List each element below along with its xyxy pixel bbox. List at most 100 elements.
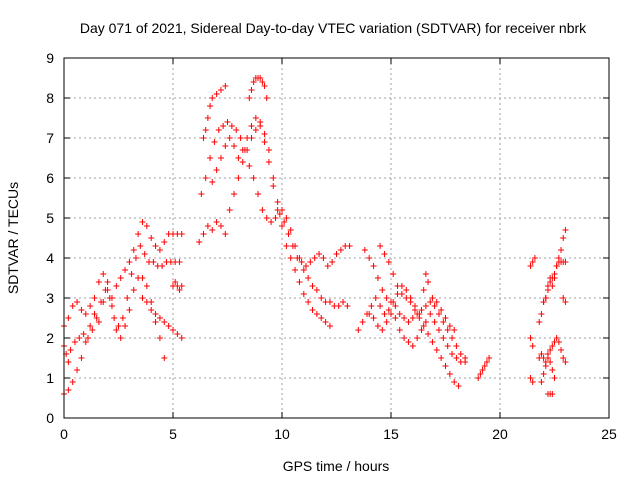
data-point	[222, 231, 229, 237]
data-point	[213, 167, 220, 173]
data-point	[540, 299, 547, 305]
data-point	[211, 139, 218, 145]
data-point	[379, 327, 386, 333]
series-track-o	[475, 355, 493, 381]
data-point	[418, 307, 425, 313]
data-point	[252, 127, 259, 133]
data-point	[411, 307, 418, 313]
data-points	[61, 75, 569, 397]
data-point	[252, 115, 259, 121]
data-point	[479, 367, 486, 373]
data-point	[178, 335, 185, 341]
series-track-j	[246, 75, 270, 101]
data-point	[196, 239, 203, 245]
data-point	[209, 95, 216, 101]
data-point	[333, 251, 340, 257]
data-point	[239, 147, 246, 153]
data-point	[156, 247, 163, 253]
data-point	[82, 339, 89, 345]
data-point	[78, 307, 85, 313]
data-point	[335, 303, 342, 309]
data-point	[383, 319, 390, 325]
data-point	[300, 267, 307, 273]
data-point	[156, 335, 163, 341]
data-point	[204, 223, 211, 229]
data-point	[361, 247, 368, 253]
data-point	[213, 91, 220, 97]
data-point	[143, 223, 150, 229]
data-point	[296, 279, 303, 285]
data-point	[431, 303, 438, 309]
data-point	[427, 299, 434, 305]
data-point	[261, 131, 268, 137]
data-point	[313, 311, 320, 317]
data-point	[438, 355, 445, 361]
data-point	[368, 303, 375, 309]
data-point	[355, 327, 362, 333]
data-point	[451, 327, 458, 333]
data-point	[71, 339, 78, 345]
data-point	[309, 283, 316, 289]
data-point	[228, 123, 235, 129]
data-point	[453, 343, 460, 349]
plot-frame	[63, 57, 610, 419]
data-point	[122, 267, 129, 273]
data-point	[540, 371, 547, 377]
series-track-m	[366, 311, 469, 365]
data-point	[128, 271, 135, 277]
data-point	[283, 243, 290, 249]
data-point	[433, 347, 440, 353]
y-axis: 0 1 2 3 4 5 6 7 8 9	[46, 50, 609, 426]
series-track-s	[536, 259, 569, 325]
data-point	[130, 287, 137, 293]
data-point	[309, 307, 316, 313]
data-point	[344, 303, 351, 309]
data-point	[555, 255, 562, 261]
data-point	[527, 375, 534, 381]
data-point	[91, 295, 98, 301]
data-point	[257, 123, 264, 129]
data-point	[346, 243, 353, 249]
data-point	[529, 343, 536, 349]
data-point	[381, 311, 388, 317]
data-point	[69, 303, 76, 309]
data-point	[486, 355, 493, 361]
data-point	[119, 315, 126, 321]
data-point	[300, 291, 307, 297]
data-point	[115, 323, 122, 329]
data-point	[305, 299, 312, 305]
data-point	[529, 259, 536, 265]
series-track-l	[355, 283, 462, 389]
data-point	[285, 231, 292, 237]
data-point	[224, 119, 231, 125]
data-point	[366, 255, 373, 261]
data-point	[318, 315, 325, 321]
series-track-g	[198, 119, 353, 269]
data-point	[226, 207, 233, 213]
data-point	[396, 327, 403, 333]
data-point	[455, 383, 462, 389]
data-point	[176, 259, 183, 265]
data-point	[139, 295, 146, 301]
y-tick-label: 1	[46, 370, 54, 386]
data-point	[429, 295, 436, 301]
data-point	[74, 367, 81, 373]
data-point	[222, 143, 229, 149]
chart-title: Day 071 of 2021, Sidereal Day-to-day VTE…	[80, 20, 587, 36]
data-point	[547, 275, 554, 281]
series-track-i	[209, 115, 333, 329]
data-point	[283, 215, 290, 221]
data-point	[425, 279, 432, 285]
data-point	[235, 155, 242, 161]
data-point	[409, 343, 416, 349]
data-point	[255, 191, 262, 197]
data-point	[446, 371, 453, 377]
data-point	[74, 299, 81, 305]
data-point	[558, 347, 565, 353]
data-point	[239, 159, 246, 165]
data-point	[405, 319, 412, 325]
data-point	[176, 287, 183, 293]
data-point	[67, 347, 74, 353]
series-track-n	[377, 243, 458, 333]
x-tick-label: 0	[60, 426, 68, 442]
